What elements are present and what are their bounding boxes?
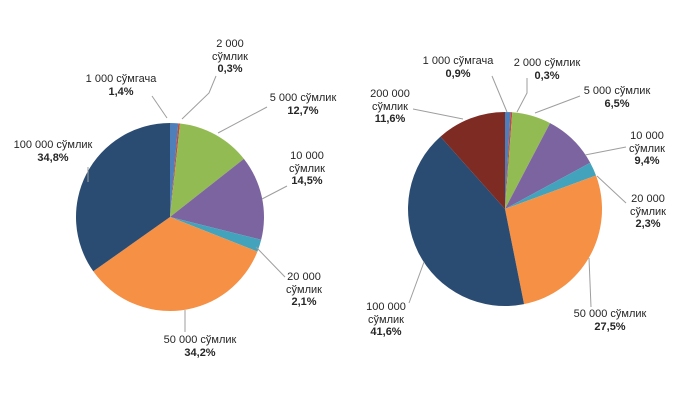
leader-line: [412, 108, 464, 120]
pie-slice: [440, 112, 505, 209]
leader-line: [181, 75, 217, 120]
pie-slice: [170, 123, 244, 217]
leader-line: [217, 106, 268, 134]
pie-slice: [505, 112, 551, 209]
pie-slice: [75, 123, 170, 272]
leader-line: [408, 261, 425, 304]
leader-line: [491, 75, 508, 113]
leader-line: [261, 185, 288, 200]
leader-line: [151, 95, 168, 119]
pie-slice: [170, 123, 181, 217]
pie-slice: [170, 217, 262, 252]
pie-left: [75, 75, 288, 332]
leader-line: [588, 257, 592, 308]
pie-slice: [170, 122, 179, 217]
pie-slice: [505, 162, 597, 209]
leader-line: [584, 146, 627, 156]
pie-slice: [505, 123, 591, 209]
pie-right: [408, 75, 627, 308]
leader-line: [534, 95, 581, 114]
pie-slice: [505, 112, 513, 209]
leader-line: [255, 246, 286, 278]
pie-slice: [170, 158, 264, 240]
leader-line: [516, 78, 528, 113]
pie-slice: [408, 136, 525, 306]
pie-slice: [505, 175, 603, 305]
pie-slice: [505, 111, 511, 209]
leader-line: [596, 175, 627, 204]
pie-slice: [93, 217, 258, 312]
